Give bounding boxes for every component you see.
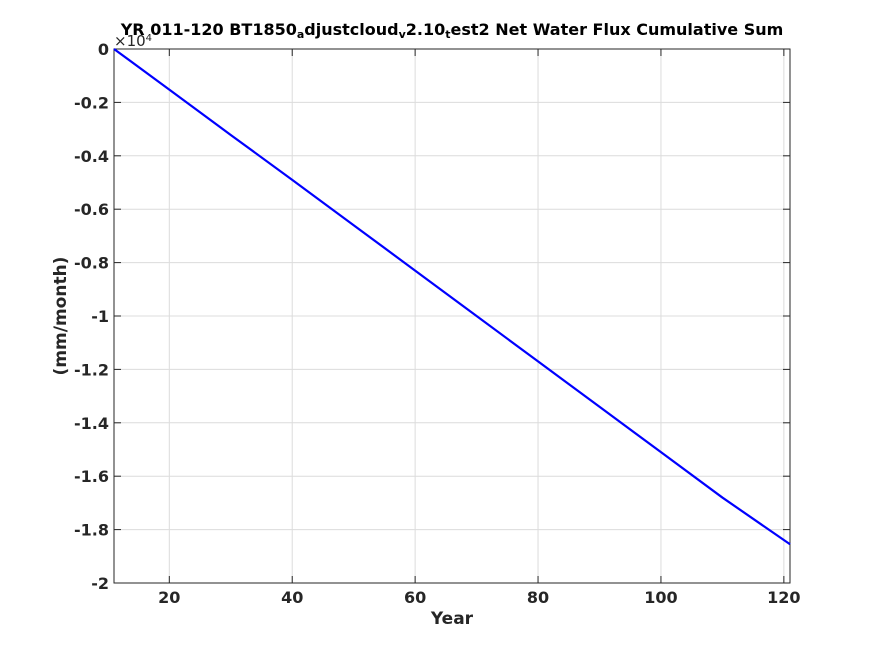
y-axis-label: (mm/month) xyxy=(51,257,71,376)
y-tick-label: -1.4 xyxy=(74,414,109,433)
x-tick-label: 100 xyxy=(644,588,677,607)
x-tick-label: 20 xyxy=(158,588,180,607)
series-line xyxy=(113,48,791,546)
x-axis-label: Year xyxy=(430,609,474,629)
y-axis-multiplier: ×104 xyxy=(114,32,152,50)
y-tick-label: -0.8 xyxy=(74,254,109,273)
y-tick-label: 0 xyxy=(98,40,109,59)
y-tick-label: -1.8 xyxy=(74,521,109,540)
y-tick-label: -0.6 xyxy=(74,200,109,219)
x-tick-label: 80 xyxy=(527,588,549,607)
y-tick-label: -1 xyxy=(91,307,109,326)
y-tick-label: -1.6 xyxy=(74,467,109,486)
chart-title: YR 011-120 BT1850adjustcloudv2.10test2 N… xyxy=(120,20,784,41)
x-tick-label: 120 xyxy=(767,588,800,607)
x-tick-label: 60 xyxy=(404,588,426,607)
y-tick-label: -2 xyxy=(91,574,109,593)
axis-ticks: 20 40 60 80 100 120 0 -0.2 -0.4 -0.6 -0.8 -1 -1.2 -1.… xyxy=(74,40,801,607)
x-tick-label: 40 xyxy=(281,588,303,607)
y-tick-label: -0.4 xyxy=(74,147,109,166)
y-tick-label: -0.2 xyxy=(74,93,109,112)
y-tick-label: -1.2 xyxy=(74,360,109,379)
series-group xyxy=(113,48,791,546)
